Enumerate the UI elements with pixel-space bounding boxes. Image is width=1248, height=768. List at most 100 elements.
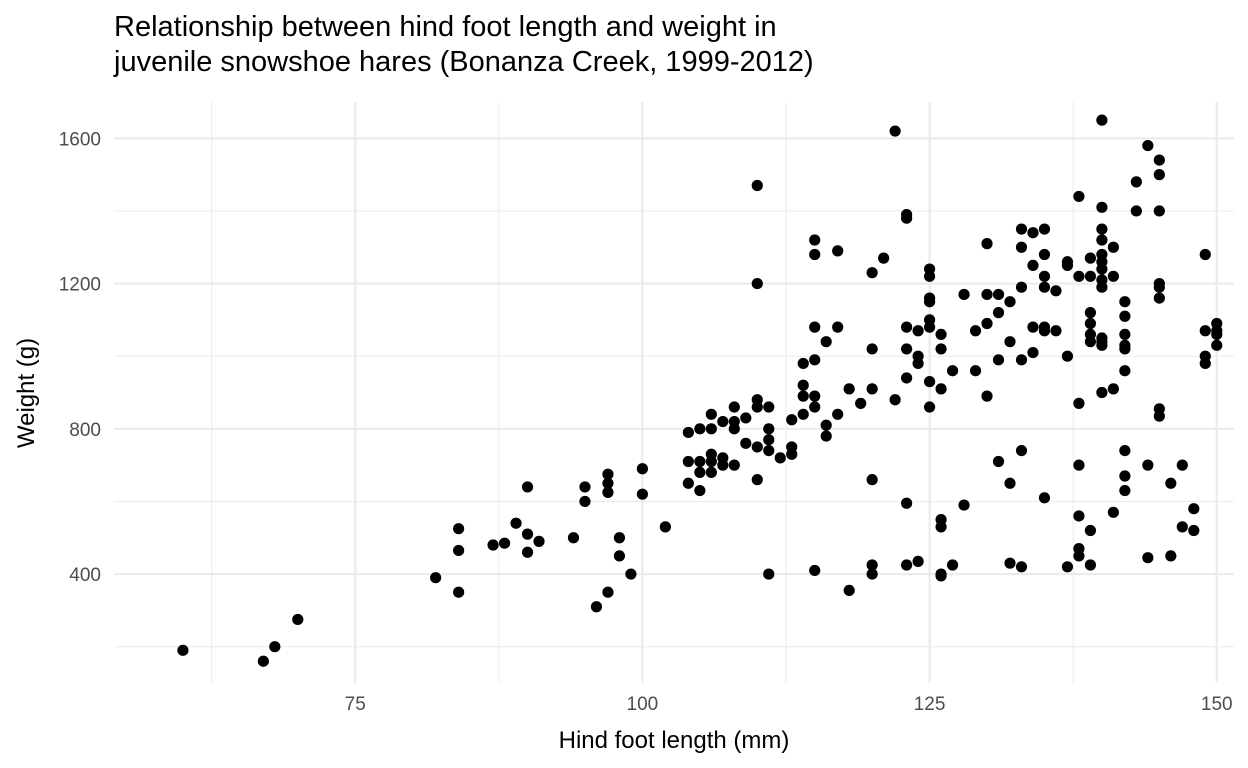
x-tick-label: 100 — [627, 694, 659, 715]
data-point — [567, 532, 580, 544]
y-tick-label: 800 — [69, 420, 101, 441]
data-point — [453, 544, 465, 557]
data-point — [1084, 524, 1097, 537]
data-point — [958, 499, 970, 511]
data-point — [430, 572, 442, 584]
data-point — [659, 521, 671, 533]
data-point — [763, 568, 775, 580]
data-point — [1119, 484, 1131, 497]
data-point — [1153, 281, 1165, 293]
data-point — [946, 365, 959, 377]
data-point — [763, 445, 775, 457]
data-point — [923, 270, 936, 282]
data-point — [1004, 557, 1016, 569]
data-point — [1096, 234, 1108, 246]
data-point — [912, 325, 924, 337]
data-point — [705, 423, 717, 435]
data-point — [1107, 506, 1119, 518]
data-point — [717, 459, 729, 471]
data-point — [1073, 510, 1085, 522]
data-point — [1119, 343, 1131, 355]
data-point — [682, 426, 694, 439]
data-point — [1015, 223, 1028, 235]
data-point — [1061, 259, 1074, 272]
data-point — [958, 288, 970, 301]
data-point — [579, 481, 591, 493]
data-point — [866, 343, 878, 355]
data-point — [694, 466, 706, 478]
data-point — [797, 357, 809, 370]
data-point — [935, 343, 947, 355]
data-point — [521, 481, 534, 493]
data-point — [1038, 281, 1051, 293]
data-point — [590, 601, 603, 613]
data-point — [901, 497, 913, 509]
data-point — [889, 125, 901, 137]
data-point — [786, 414, 798, 426]
data-point — [613, 532, 626, 544]
data-point — [1061, 561, 1074, 573]
data-point — [1084, 307, 1097, 319]
data-point — [498, 537, 511, 549]
data-point — [1119, 310, 1131, 322]
data-point — [809, 354, 821, 366]
data-point — [636, 488, 649, 500]
data-point — [797, 390, 809, 402]
data-point — [832, 245, 844, 257]
data-point — [740, 412, 752, 424]
data-point — [1165, 550, 1177, 562]
data-point — [1096, 339, 1108, 351]
data-point — [763, 434, 775, 446]
data-point — [1211, 339, 1223, 351]
data-point — [1153, 154, 1165, 166]
data-point — [912, 555, 924, 567]
data-point — [809, 390, 821, 402]
data-point — [1004, 477, 1016, 489]
x-axis-title: Hind foot length (mm) — [559, 727, 790, 754]
data-point — [705, 455, 717, 468]
chart-title: Relationship between hind foot length an… — [114, 11, 814, 78]
data-point — [1096, 281, 1108, 293]
data-point — [1096, 223, 1108, 235]
data-point — [1142, 552, 1154, 564]
data-point — [1188, 524, 1200, 537]
data-point — [602, 486, 614, 498]
data-point — [740, 437, 752, 449]
data-point — [1153, 205, 1165, 217]
data-point — [751, 277, 763, 290]
x-tick-label: 75 — [345, 694, 366, 715]
data-point — [1015, 561, 1028, 573]
data-point — [935, 383, 947, 395]
data-point — [1176, 521, 1188, 533]
data-point — [901, 212, 913, 224]
data-point — [1142, 459, 1154, 471]
data-point — [257, 655, 269, 667]
data-point — [855, 397, 867, 409]
data-point — [1096, 263, 1108, 275]
y-tick-label: 400 — [69, 565, 101, 586]
data-point — [751, 401, 763, 413]
y-axis-title: Weight (g) — [13, 338, 40, 448]
data-point — [763, 401, 775, 413]
data-point — [1119, 296, 1131, 308]
y-axis-tick-labels: 400 800 1200 1600 — [59, 129, 101, 586]
data-point — [1188, 503, 1200, 515]
data-point — [1096, 386, 1108, 399]
data-point — [923, 296, 936, 308]
data-point — [602, 468, 614, 480]
data-point — [763, 423, 775, 435]
x-tick-label: 150 — [1201, 694, 1233, 715]
data-point — [1061, 350, 1074, 362]
data-point — [1142, 139, 1154, 152]
data-point — [1027, 227, 1039, 239]
data-point — [1027, 321, 1039, 333]
data-point — [774, 452, 786, 464]
data-point — [625, 568, 637, 580]
data-point — [923, 321, 936, 333]
data-point — [1107, 383, 1119, 395]
data-point — [682, 477, 694, 489]
data-points — [177, 114, 1223, 667]
data-point — [1096, 114, 1108, 126]
data-point — [728, 459, 740, 471]
data-point — [728, 401, 740, 413]
